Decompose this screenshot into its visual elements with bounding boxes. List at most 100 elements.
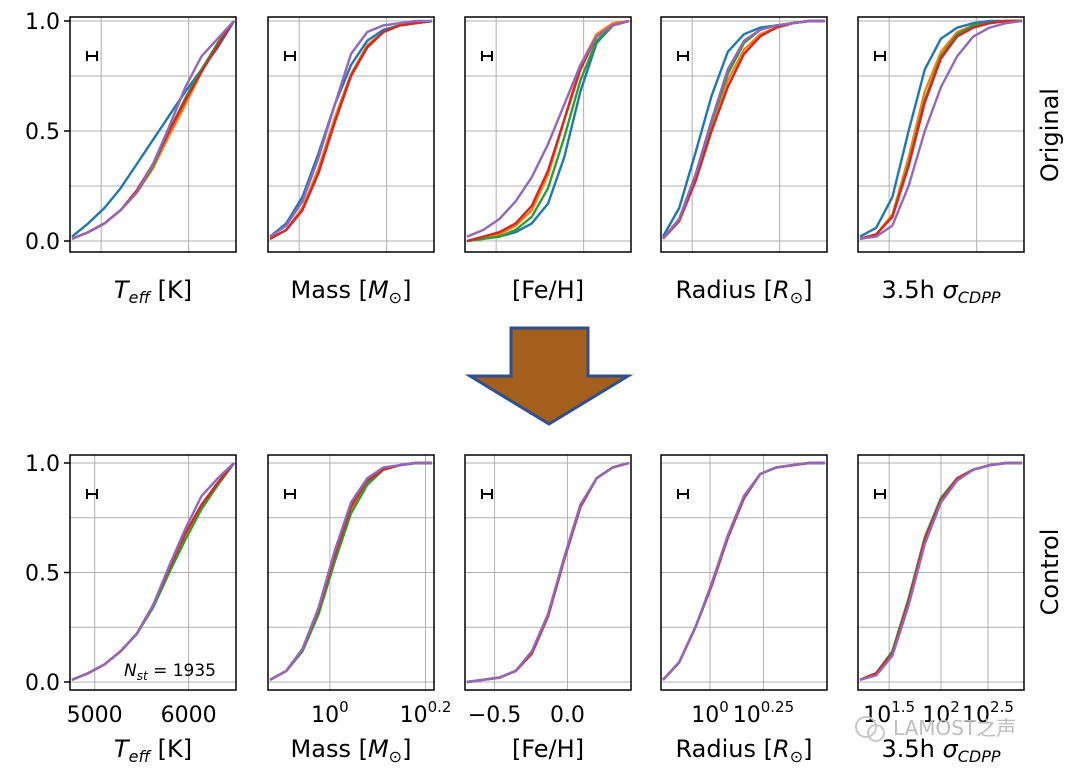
axes-frame (660, 16, 828, 253)
x-tick-base: 10 (691, 703, 719, 728)
panel-2: Mass [M⊙] (267, 16, 435, 307)
x-tick-label: 100 (691, 698, 729, 728)
x-axis-label: Teff [K] (114, 735, 192, 766)
chat-icon-2 (867, 724, 885, 742)
axes-frame (267, 16, 435, 253)
x-axis-label-main: Mass [ (291, 735, 368, 763)
y-tick-label: 0.0 (25, 230, 60, 255)
axes-frame (267, 454, 435, 691)
error-bar-icon (284, 489, 296, 499)
error-bar-icon (481, 51, 493, 61)
x-tick-base: 10 (733, 703, 761, 728)
x-axis-label-rest: ] (803, 276, 812, 304)
x-axis-label-math: R (773, 735, 790, 763)
x-axis-label-sym: ⊙ (790, 747, 803, 766)
x-tick-exp: 0 (339, 698, 349, 716)
x-axis-label: Radius [R⊙] (676, 735, 813, 766)
error-bar-icon (874, 489, 886, 499)
series-line-3 (466, 19, 630, 243)
error-bar-icon (86, 51, 98, 61)
panel-3: [Fe/H] (464, 16, 632, 304)
down-arrow-icon (464, 326, 634, 426)
x-axis-label-main: 3.5h (881, 276, 942, 304)
y-tick-label: 1.0 (25, 452, 60, 477)
x-axis-label: Teff [K] (114, 276, 192, 307)
x-tick-base: 10 (311, 703, 339, 728)
error-bar-icon (481, 489, 493, 499)
y-tick-label: 0.5 (25, 562, 60, 587)
error-bar-icon (874, 51, 886, 61)
y-tick-label: 0.5 (25, 120, 60, 145)
series-line-5 (662, 461, 825, 681)
row-label-control: Control (1036, 529, 1064, 616)
x-axis-label-sym: ⊙ (389, 288, 402, 307)
panel-4: Radius [R⊙] (660, 16, 828, 307)
series-line-5 (859, 19, 1023, 240)
series-line-5 (71, 20, 235, 240)
axes-frame (464, 454, 632, 691)
panel-5: 3.5h σCDPP (857, 16, 1025, 307)
series-line-5 (662, 19, 825, 240)
y-tick-label: 0.0 (25, 671, 60, 696)
x-tick-exp: 0.25 (761, 698, 794, 716)
error-bar-icon (677, 51, 689, 61)
annotation-rest: = 1935 (148, 661, 216, 681)
x-tick-base: 10 (922, 703, 950, 728)
x-axis-label-sub: eff (129, 288, 153, 307)
x-axis-label: Radius [R⊙] (676, 276, 813, 307)
error-bar-icon (677, 489, 689, 499)
x-axis-label: 3.5h σCDPP (881, 276, 1000, 307)
x-axis-label-math: M (368, 735, 389, 763)
x-axis-label: Mass [M⊙] (291, 276, 412, 307)
annotation-sub: st (137, 669, 149, 683)
x-tick-label: 100.2 (400, 698, 452, 728)
x-axis-label-rest: ] (803, 735, 812, 763)
annotation-n: N (124, 661, 137, 681)
row-label-original: Original (1036, 88, 1064, 182)
x-axis-label-main: Radius [ (676, 735, 773, 763)
x-tick-exp: 0.2 (428, 698, 452, 716)
x-axis-label-main: T (114, 735, 131, 763)
axes-frame (69, 16, 237, 253)
series-line-5 (859, 461, 1022, 681)
x-axis-label: 3.5h σCDPP (881, 735, 1000, 766)
sample-size-annotation: Nst = 1935 (124, 661, 216, 683)
x-axis-label-math: σ (943, 735, 959, 763)
panel-6: 0.0 0.5 1.0 5000 6000 Teff [K] (25, 452, 237, 766)
chat-icon (855, 716, 877, 738)
x-axis-label-rest: ] (402, 735, 411, 763)
x-tick-label: 102 (922, 698, 960, 728)
x-tick-label: 6000 (161, 703, 217, 728)
x-axis-label-sub: CDPP (958, 747, 1001, 766)
panel-8: −0.5 0.0 [Fe/H] (464, 454, 632, 763)
x-axis-label-math: σ (943, 276, 959, 304)
series-line-5 (466, 461, 630, 684)
series-line-1 (859, 19, 1022, 238)
x-axis-label-rest: ] (402, 276, 411, 304)
x-tick-label: 100 (311, 698, 349, 728)
x-tick-exp: 0 (719, 698, 729, 716)
x-axis-label-sym: ⊙ (790, 288, 803, 307)
panel-10: 101.5 102 102.53.5h σCDPP (857, 454, 1025, 766)
error-bar-icon (284, 51, 296, 61)
x-axis-label: [Fe/H] (512, 276, 584, 304)
x-tick-label: 102.5 (962, 698, 1014, 728)
y-tick-label: 1.0 (25, 10, 60, 35)
axes-frame (660, 454, 828, 691)
x-tick-base: 10 (400, 703, 428, 728)
x-tick-label: −0.5 (468, 703, 521, 728)
x-axis-label: [Fe/H] (512, 735, 584, 763)
x-tick-label: 101.5 (863, 698, 915, 728)
x-tick-label: 100.25 (733, 698, 794, 728)
x-tick-exp: 2.5 (990, 698, 1014, 716)
x-axis-label-rest: [K] (150, 276, 192, 304)
axes-frame (857, 454, 1025, 691)
series-line-4 (269, 19, 433, 240)
axes-frame (464, 16, 632, 253)
x-axis-label-main: T (114, 276, 131, 304)
panel-1: 0.0 0.5 1.0 Teff [K] (25, 10, 237, 307)
